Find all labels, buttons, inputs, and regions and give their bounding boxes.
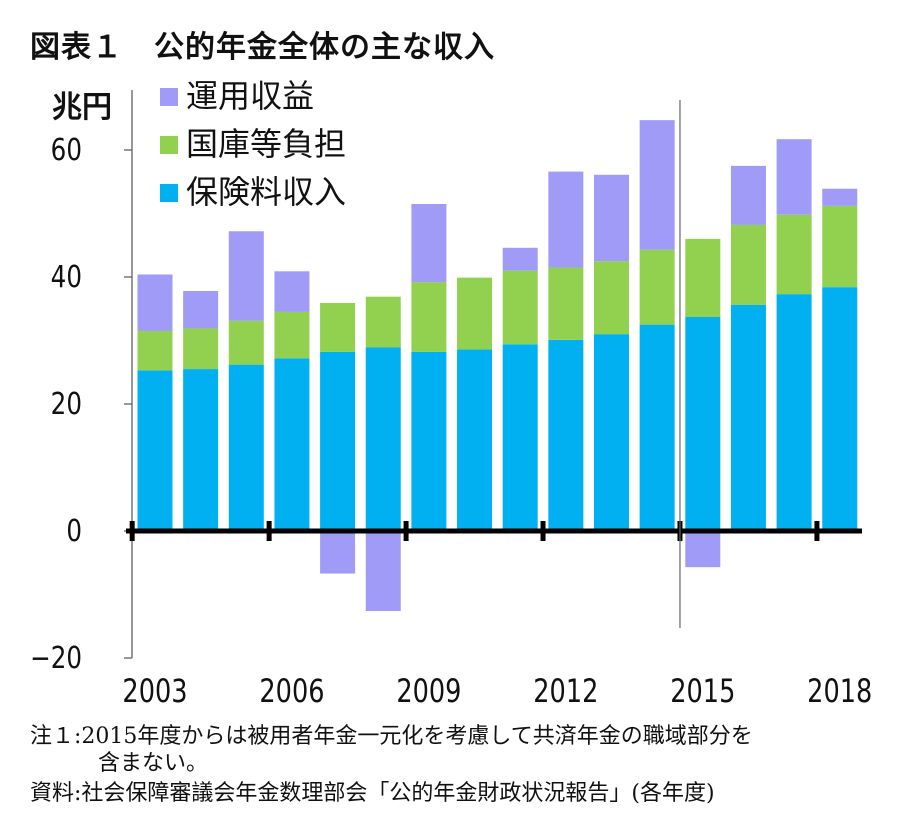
footnote-1: 注１:2015年度からは被用者年金一元化を考慮して共済年金の職域部分を [30, 724, 753, 749]
bar-subsidy-2003 [137, 330, 173, 371]
bar-subsidy-2016 [730, 224, 766, 305]
bar-premium-2005 [228, 364, 264, 531]
bar-subsidy-2017 [776, 214, 812, 295]
bar-premium-2007 [320, 351, 356, 531]
bar-premium-2017 [776, 294, 812, 531]
x-tick-label: 2018 [807, 672, 872, 710]
bar-premium-2006 [274, 358, 310, 531]
bar-premium-2015 [685, 317, 721, 531]
source-note: 資料:社会保障審議会年金数理部会「公的年金財政状況報告」(各年度) [30, 781, 715, 806]
bar-premium-2003 [137, 370, 173, 531]
bar-premium-2016 [730, 304, 766, 531]
x-tick-label: 2003 [122, 672, 187, 710]
bar-subsidy-2012 [548, 267, 584, 340]
y-tick-label: 40 [51, 261, 82, 295]
y-tick-label: 0 [66, 515, 82, 549]
y-tick-label: 20 [51, 388, 82, 422]
legend-swatch-investment [160, 88, 178, 106]
bar-subsidy-2018 [822, 205, 858, 288]
bar-investment-2011 [502, 247, 538, 271]
bar-investment-2007 [320, 531, 356, 574]
bar-premium-2013 [594, 334, 629, 531]
bar-subsidy-2013 [594, 261, 629, 335]
chart-title: 図表１ 公的年金全体の主な収入 [30, 30, 495, 65]
bar-premium-2009 [411, 351, 447, 531]
bar-subsidy-2011 [502, 270, 538, 345]
axes-layer: −20 0 20 40 60 兆円 2003 2006 2009 2012 2015 2018 [30, 90, 872, 710]
bar-premium-2010 [457, 349, 493, 531]
bar-investment-2009 [411, 203, 447, 283]
bar-subsidy-2009 [411, 282, 447, 352]
bar-premium-2012 [548, 339, 584, 531]
bar-investment-2006 [274, 271, 310, 312]
bar-investment-2018 [822, 188, 858, 206]
bar-subsidy-2005 [228, 320, 264, 365]
bar-subsidy-2006 [274, 311, 310, 359]
bar-investment-2005 [228, 231, 264, 321]
legend-label-premium: 保険料収入 [186, 173, 346, 211]
bar-investment-2015 [685, 531, 721, 568]
bar-investment-2008 [365, 531, 401, 612]
bar-subsidy-2007 [320, 303, 356, 352]
x-tick-label: 2012 [533, 672, 598, 710]
bar-subsidy-2008 [365, 296, 401, 348]
legend-swatch-subsidy [160, 136, 178, 154]
y-tick-label: 60 [51, 134, 82, 168]
bar-premium-2014 [639, 324, 675, 531]
legend-swatch-premium [160, 184, 178, 202]
bar-investment-2016 [730, 165, 766, 225]
bar-investment-2012 [548, 171, 584, 268]
x-tick-label: 2006 [259, 672, 324, 710]
legend-label-subsidy: 国庫等負担 [186, 125, 346, 163]
bar-premium-2004 [183, 369, 219, 531]
x-tick-label: 2015 [670, 672, 735, 710]
bar-investment-2013 [594, 174, 629, 262]
bar-investment-2014 [639, 120, 675, 250]
bar-premium-2018 [822, 287, 858, 531]
bar-subsidy-2004 [183, 328, 219, 370]
y-axis-unit-label: 兆円 [52, 90, 112, 125]
bar-premium-2011 [502, 344, 538, 531]
bar-investment-2017 [776, 139, 812, 215]
bar-investment-2004 [183, 290, 219, 329]
y-tick-label: −20 [30, 642, 82, 676]
legend-label-investment: 運用収益 [186, 77, 314, 115]
bar-subsidy-2014 [639, 249, 675, 325]
footnote-1-continuation: 含まない。 [98, 751, 209, 776]
x-tick-label: 2009 [396, 672, 461, 710]
bar-premium-2008 [365, 347, 401, 531]
stacked-bar-chart: −20 0 20 40 60 兆円 2003 2006 2009 2012 2015 2018 運用収… [30, 77, 872, 710]
bar-subsidy-2015 [685, 238, 721, 318]
bar-subsidy-2010 [457, 277, 493, 350]
bars-layer [137, 120, 858, 612]
bar-investment-2003 [137, 274, 173, 331]
